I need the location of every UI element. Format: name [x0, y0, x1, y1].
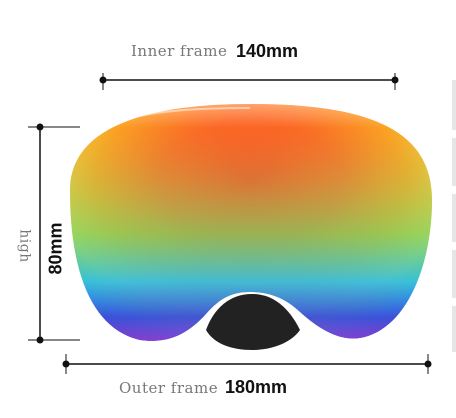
- goggle-lens: [70, 104, 432, 350]
- edge-strip: [452, 250, 456, 298]
- outer-frame-dimension-line: [62, 354, 432, 374]
- edge-strip: [452, 306, 456, 352]
- inner-frame-value: 140mm: [236, 41, 299, 61]
- inner-frame-label: Inner frame: [131, 42, 228, 60]
- outer-frame-label: Outer frame: [119, 379, 219, 397]
- outer-frame-value: 180mm: [225, 377, 288, 397]
- inner-frame-dimension-line: [99, 73, 399, 90]
- nose-cutout: [206, 294, 300, 350]
- edge-strip: [452, 138, 456, 186]
- height-value: 80mm: [45, 222, 66, 275]
- edge-strip: [452, 80, 456, 130]
- height-dimension-line: [28, 123, 80, 344]
- edge-strip: [452, 194, 456, 242]
- height-label: high: [16, 229, 33, 263]
